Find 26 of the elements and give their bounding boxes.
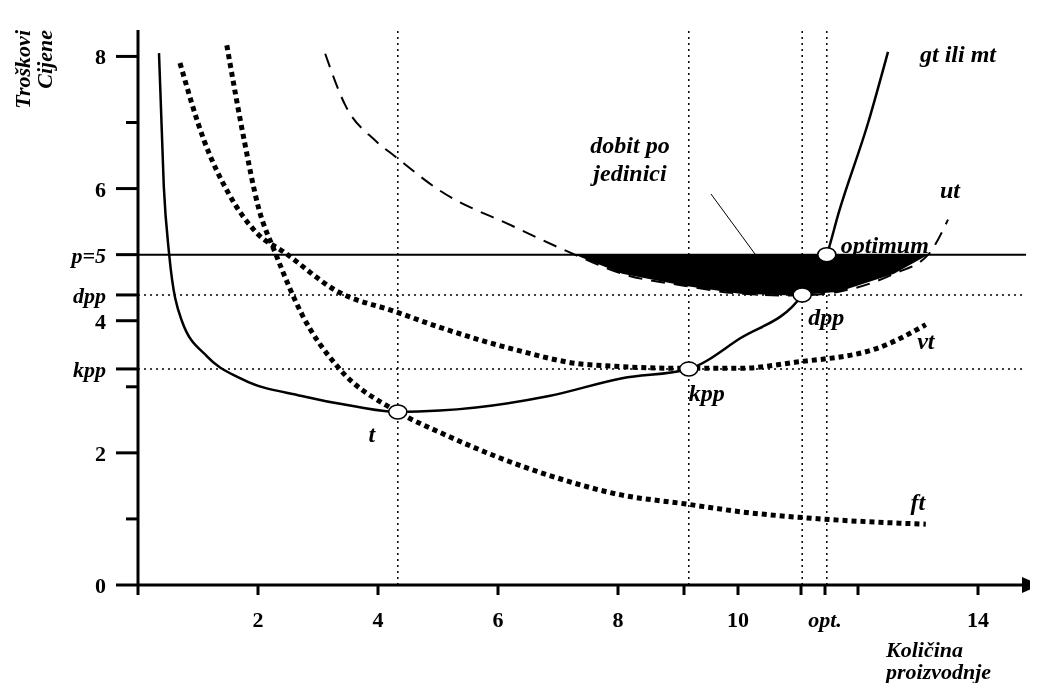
annotation: optimum: [840, 231, 929, 258]
x-tick-label: 6: [492, 607, 504, 632]
annotation: dobit po jedinici: [589, 132, 670, 186]
y-tick-label: 6: [95, 176, 106, 202]
y-tick-label: 8: [95, 44, 106, 70]
y-tick-label: 4: [95, 308, 106, 334]
y-tick-label: p=5: [69, 242, 106, 268]
annotation: kpp: [688, 379, 725, 406]
series-label: vt: [917, 327, 936, 354]
x-tick-label: 2: [252, 607, 264, 632]
series-label: gt ili mt: [918, 40, 998, 67]
series-label: ut: [939, 176, 962, 203]
x-tick-label: 14: [967, 607, 989, 632]
annotation: dpp: [808, 303, 845, 330]
x-tick-label: 8: [612, 607, 624, 632]
series-label: ft: [910, 489, 927, 516]
y-tick-label: 2: [95, 440, 106, 466]
x-tick-label: opt.: [808, 607, 842, 632]
x-tick-label: 10: [727, 607, 749, 632]
y-axis-title: Troškovi Cijene: [10, 29, 57, 109]
y-tick-label: dpp: [73, 282, 106, 308]
y-tick-label: kpp: [73, 356, 106, 382]
x-axis-title: Količina proizvodnje: [884, 637, 992, 684]
x-tick-label: 4: [372, 607, 384, 632]
annotation: t: [368, 420, 377, 447]
y-tick-label: 0: [95, 573, 106, 598]
